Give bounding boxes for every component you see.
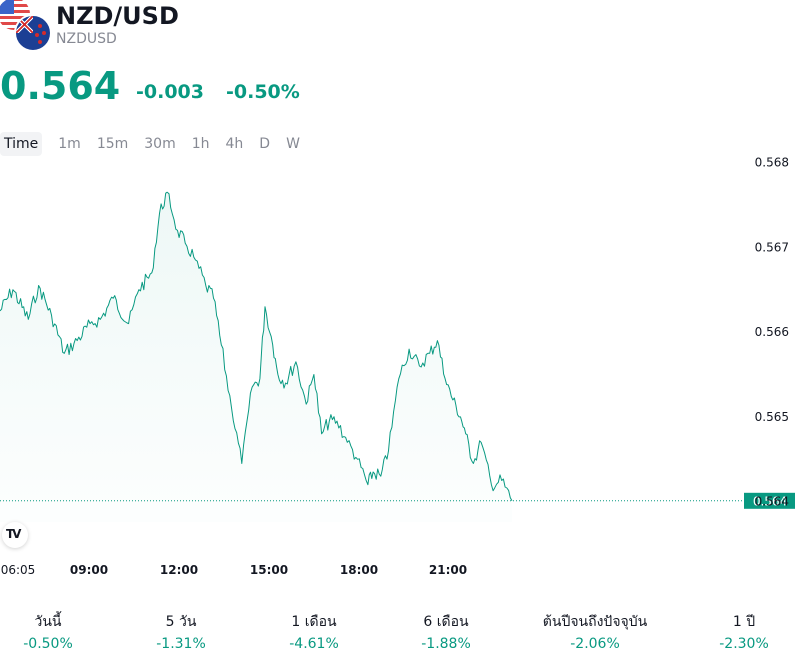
- performance-strip: วันนี้ -0.50% 5 วัน -1.31% 1 เดือน -4.61…: [0, 612, 800, 660]
- perf-ytd[interactable]: ต้นปีจนถึงปัจจุบัน -2.06%: [525, 612, 665, 654]
- current-price-label: 0.564: [753, 494, 787, 508]
- perf-label: วันนี้: [34, 614, 62, 630]
- y-tick-label: 0.564: [755, 495, 789, 509]
- x-tick-label: 09:00: [70, 563, 108, 577]
- quote-row: 0.564 -0.003 -0.50%: [0, 64, 800, 108]
- timeframe-w[interactable]: W: [286, 136, 300, 152]
- timeframe-1m[interactable]: 1m: [58, 136, 81, 152]
- x-tick-label: 18:00: [340, 563, 378, 577]
- tradingview-logo-icon[interactable]: TV: [2, 522, 28, 548]
- perf-5d[interactable]: 5 วัน -1.31%: [111, 612, 251, 654]
- symbol-title: NZD/USD: [56, 2, 179, 30]
- timeframe-15m[interactable]: 15m: [96, 136, 129, 152]
- price-change-percent: -0.50%: [226, 81, 300, 103]
- last-price: 0.564: [0, 64, 121, 108]
- perf-1y[interactable]: 1 ปี -2.30%: [674, 612, 800, 654]
- price-line: [0, 191, 513, 502]
- perf-1m[interactable]: 1 เดือน -4.61%: [244, 612, 384, 654]
- x-tick-label: 21:00: [429, 563, 467, 577]
- perf-value: -2.06%: [570, 636, 620, 652]
- symbol-header: NZD/USD NZDUSD: [0, 0, 800, 60]
- perf-value: -4.61%: [289, 636, 339, 652]
- price-area-fill: [0, 192, 512, 522]
- perf-label: ต้นปีจนถึงปัจจุบัน: [542, 614, 648, 630]
- current-price-tag: [744, 492, 795, 509]
- perf-value: -0.50%: [23, 636, 73, 652]
- perf-label: 1 เดือน: [291, 614, 337, 630]
- x-tick-label: 15:00: [250, 563, 288, 577]
- timeframe-d[interactable]: D: [259, 136, 271, 152]
- timeframe-4h[interactable]: 4h: [225, 136, 244, 152]
- perf-value: -1.88%: [421, 636, 471, 652]
- y-tick-label: 0.566: [755, 325, 789, 339]
- nz-flag-icon: [14, 14, 52, 52]
- y-tick-label: 0.568: [755, 156, 789, 170]
- perf-value: -2.30%: [719, 636, 769, 652]
- x-tick-label: 12:00: [160, 563, 198, 577]
- perf-today[interactable]: วันนี้ -0.50%: [0, 612, 118, 654]
- price-change: -0.003: [136, 81, 204, 103]
- y-tick-label: 0.567: [755, 240, 789, 254]
- perf-6m[interactable]: 6 เดือน -1.88%: [376, 612, 516, 654]
- timeframe-1h[interactable]: 1h: [191, 136, 210, 152]
- perf-value: -1.31%: [156, 636, 206, 652]
- perf-label: 1 ปี: [732, 614, 756, 630]
- perf-label: 6 เดือน: [423, 614, 469, 630]
- timeframe-selector: Time 1m 15m 30m 1h 4h D W: [0, 132, 308, 156]
- x-tick-label: 06:05: [1, 563, 36, 577]
- symbol-ticker: NZDUSD: [56, 31, 117, 47]
- perf-label: 5 วัน: [165, 614, 197, 630]
- timeframe-30m[interactable]: 30m: [144, 136, 176, 152]
- y-tick-label: 0.565: [755, 410, 789, 424]
- timeframe-time[interactable]: Time: [0, 132, 43, 156]
